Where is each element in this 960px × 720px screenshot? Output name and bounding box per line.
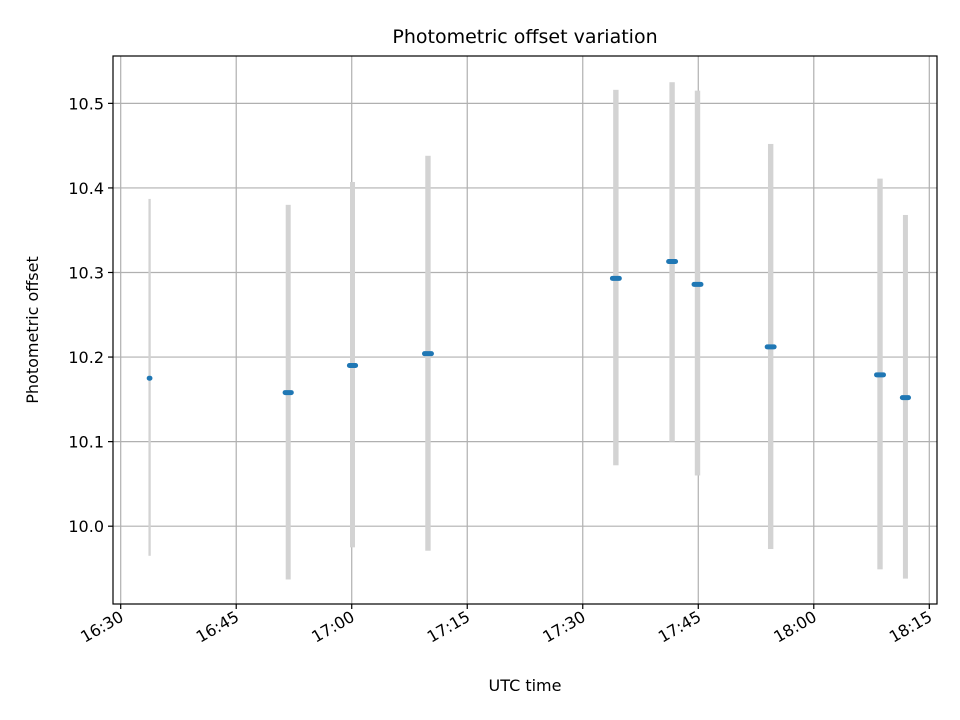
y-tick-label: 10.2 [68,348,104,367]
x-axis-label: UTC time [489,676,562,695]
plot-frame [112,55,938,605]
y-tick-label: 10.5 [68,94,104,113]
y-tick-label: 10.4 [68,179,104,198]
y-tick-label: 10.3 [68,263,104,282]
y-tick-label: 10.1 [68,433,104,452]
y-tick-label: 10.0 [68,517,104,536]
chart-title: Photometric offset variation [392,26,657,48]
y-axis-label: Photometric offset [23,256,42,404]
data-points [146,259,912,401]
